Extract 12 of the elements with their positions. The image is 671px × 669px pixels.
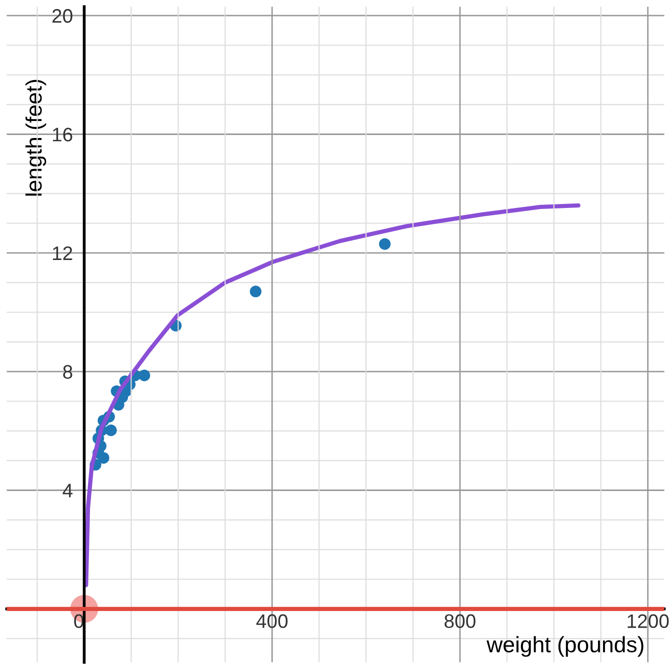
y-tick-label: 8 [63, 365, 72, 379]
y-tick-label: 12 [52, 246, 72, 260]
x-tick-label: 0 [74, 614, 84, 628]
x-axis-title: weight (pounds) [486, 636, 644, 657]
y-tick-label: 16 [52, 128, 72, 142]
y-tick-label: 20 [52, 9, 72, 23]
x-tick-label: 400 [256, 614, 288, 628]
line-series [84, 203, 580, 588]
x-tick-label: 800 [444, 614, 476, 628]
x-tick-label: 1200 [628, 614, 669, 628]
y-axis-title: length (feet) [25, 80, 46, 196]
y-tick-label: 4 [62, 484, 73, 498]
